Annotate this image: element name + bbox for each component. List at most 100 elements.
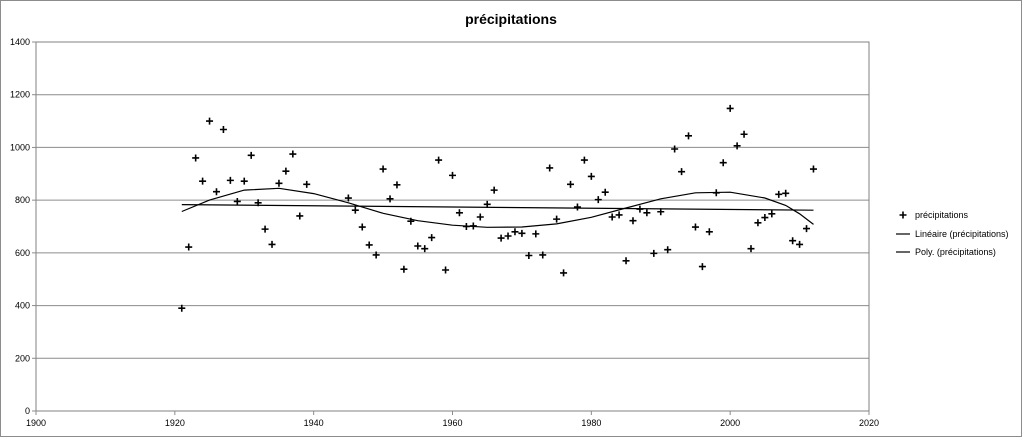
legend-marker: [899, 211, 907, 219]
data-point: [622, 257, 630, 265]
data-point: [372, 251, 380, 259]
data-point: [803, 225, 811, 233]
data-point: [469, 222, 477, 230]
data-point: [560, 269, 568, 277]
grid-lines: [36, 41, 869, 412]
data-point: [678, 168, 686, 176]
data-point: [539, 251, 547, 259]
legend-label: Linéaire (précipitations): [915, 229, 1009, 239]
x-tick-label: 1960: [442, 418, 462, 428]
y-axis: 0 200 400 600 800 1000 1200 1400: [10, 37, 36, 416]
x-axis: 1900 1920 1940 1960 1980 2000 2020: [26, 411, 879, 428]
data-point: [615, 211, 623, 219]
data-point: [691, 223, 699, 231]
plot-area: [35, 41, 870, 412]
y-tick-label: 1200: [10, 90, 30, 100]
data-point: [240, 177, 248, 185]
data-point: [546, 164, 554, 172]
data-point: [414, 242, 422, 250]
x-tick-label: 1980: [581, 418, 601, 428]
data-point: [650, 249, 658, 257]
x-tick-label: 2000: [720, 418, 740, 428]
data-point: [455, 209, 463, 217]
data-point: [421, 245, 429, 253]
data-point: [476, 213, 484, 221]
data-point: [601, 188, 609, 196]
data-point: [532, 230, 540, 238]
data-point: [282, 167, 290, 175]
data-point: [643, 209, 651, 217]
trend-lines: [181, 187, 814, 228]
data-point: [219, 126, 227, 134]
data-point: [185, 243, 193, 251]
data-point: [629, 217, 637, 225]
data-point: [386, 195, 394, 203]
data-point: [497, 234, 505, 242]
data-point: [580, 156, 588, 164]
data-point: [462, 223, 470, 230]
data-point: [226, 176, 234, 184]
data-point: [490, 186, 498, 194]
data-point: [504, 232, 512, 240]
data-point: [428, 234, 436, 242]
y-tick-label: 200: [15, 353, 30, 363]
data-point: [608, 213, 616, 221]
data-point: [775, 190, 783, 198]
data-point: [511, 228, 519, 236]
data-point: [726, 104, 734, 112]
data-point: [178, 304, 186, 312]
data-point: [782, 189, 790, 197]
data-point: [268, 240, 276, 248]
data-point: [351, 206, 359, 214]
y-tick-label: 400: [15, 301, 30, 311]
data-point: [379, 165, 387, 173]
data-point: [344, 194, 352, 202]
data-point: [483, 200, 491, 208]
data-point: [712, 189, 720, 197]
data-point: [254, 199, 262, 207]
data-point: [594, 196, 602, 204]
legend: précipitations Linéaire (précipitations) P…: [896, 210, 1009, 257]
data-point: [747, 245, 755, 253]
data-point: [573, 203, 581, 211]
data-point: [400, 265, 408, 273]
data-point: [199, 177, 207, 185]
y-tick-label: 0: [25, 406, 30, 416]
data-point: [719, 159, 727, 167]
data-point: [705, 228, 713, 236]
data-point: [275, 179, 283, 187]
data-point: [553, 215, 561, 223]
data-point: [233, 197, 241, 205]
data-point: [289, 150, 297, 158]
data-point: [407, 217, 415, 225]
data-point: [192, 154, 200, 162]
data-point: [261, 225, 269, 233]
data-point: [671, 145, 679, 153]
legend-label: précipitations: [915, 210, 969, 220]
data-point: [296, 212, 304, 220]
data-point: [796, 240, 804, 248]
data-point: [525, 251, 533, 259]
data-point: [567, 180, 575, 188]
data-point: [247, 151, 255, 159]
data-point: [365, 241, 373, 249]
x-tick-label: 1920: [165, 418, 185, 428]
data-point: [789, 237, 797, 245]
data-point: [740, 130, 748, 138]
data-point: [587, 172, 595, 180]
data-point: [212, 188, 220, 196]
poly-trendline: [181, 187, 814, 228]
x-tick-label: 1940: [304, 418, 324, 428]
data-point: [657, 208, 665, 216]
data-point: [754, 219, 762, 227]
y-tick-label: 800: [15, 195, 30, 205]
data-point: [761, 214, 769, 222]
data-point: [685, 132, 693, 140]
data-point: [768, 210, 776, 218]
data-points: [178, 104, 817, 312]
data-point: [206, 117, 214, 125]
data-point: [518, 229, 526, 237]
chart-title: précipitations: [465, 11, 557, 27]
